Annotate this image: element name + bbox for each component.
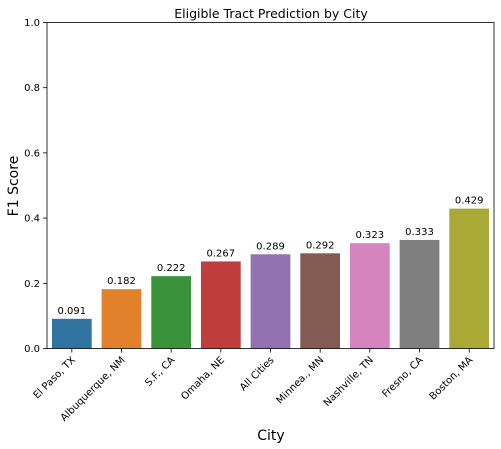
bar	[449, 208, 490, 349]
x-tick-label: Boston, MA	[428, 355, 476, 403]
bar	[51, 318, 92, 349]
bar-value-label: 0.222	[157, 263, 186, 274]
bar	[200, 261, 241, 349]
x-tick-label: Nashville, TN	[322, 355, 376, 409]
bar	[349, 243, 390, 349]
x-tick-label: Minnea., MN	[275, 355, 327, 407]
y-tick-label: 1.0	[24, 18, 40, 29]
y-ticks-layer: 0.0 0.2 0.4 0.6 0.8 1.0	[24, 18, 47, 355]
bar	[399, 239, 440, 349]
y-axis-label: F1 Score	[6, 156, 22, 217]
x-tick-label: All Cities	[238, 355, 276, 393]
bar	[300, 253, 341, 349]
y-tick-label: 0.0	[24, 344, 40, 355]
bar-value-label: 0.267	[207, 248, 236, 259]
x-tick-label: El Paso, TX	[32, 355, 79, 402]
bar-value-label: 0.323	[356, 230, 385, 241]
bar	[101, 289, 142, 349]
bar	[250, 254, 291, 349]
bar-value-label: 0.182	[107, 276, 136, 287]
bar	[151, 276, 192, 349]
bar-value-label: 0.289	[256, 241, 285, 252]
y-tick-label: 0.6	[24, 148, 40, 159]
bar-value-label: 0.091	[58, 306, 87, 317]
bar-value-label: 0.429	[455, 196, 484, 207]
y-tick-label: 0.2	[24, 279, 40, 290]
plot-frame	[46, 22, 495, 349]
x-tick-label: Omaha, NE	[179, 355, 227, 403]
bar-value-label: 0.333	[405, 227, 434, 238]
bar-value-label: 0.292	[306, 240, 335, 251]
x-tick-label: S.F., CA	[143, 355, 177, 389]
x-tick-label: Fresno, CA	[380, 355, 425, 400]
y-tick-label: 0.4	[24, 214, 40, 225]
y-tick-label: 0.8	[24, 83, 40, 94]
x-axis-label: City	[257, 428, 284, 444]
bars-layer: 0.091 0.182 0.222 0.267 0.289 0.292 0.323 0.333…	[51, 196, 490, 349]
chart-title: Eligible Tract Prediction by City	[174, 6, 368, 21]
